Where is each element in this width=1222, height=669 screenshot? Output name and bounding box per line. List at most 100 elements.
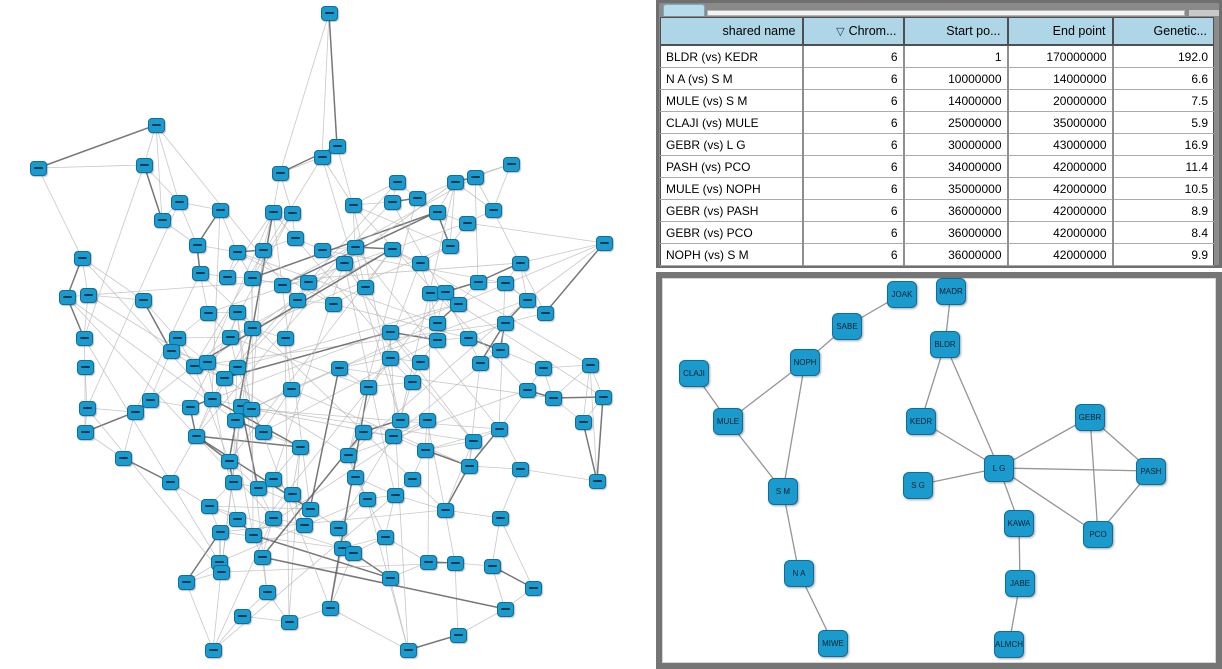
- network-node[interactable]: [73, 250, 91, 266]
- network-node[interactable]: [339, 447, 357, 463]
- network-edge[interactable]: [86, 407, 222, 573]
- network-node[interactable]: [181, 399, 199, 415]
- network-node[interactable]: [141, 392, 159, 408]
- network-node[interactable]: [135, 157, 153, 173]
- network-node[interactable]: [188, 237, 206, 253]
- column-header-start-position[interactable]: Start po...: [903, 17, 1009, 46]
- network-edge[interactable]: [37, 164, 145, 169]
- network-edge[interactable]: [998, 416, 1091, 469]
- network-node[interactable]: [496, 315, 514, 331]
- network-node[interactable]: [359, 379, 377, 395]
- network-node[interactable]: [344, 545, 362, 561]
- network-node-kedr[interactable]: KEDR: [906, 407, 936, 435]
- network-edge[interactable]: [250, 408, 500, 430]
- network-node[interactable]: [226, 412, 244, 428]
- network-node[interactable]: [588, 473, 606, 489]
- network-node[interactable]: [114, 450, 132, 466]
- network-node[interactable]: [282, 381, 300, 397]
- network-edge[interactable]: [444, 440, 474, 511]
- network-node[interactable]: [228, 304, 246, 320]
- network-edge[interactable]: [329, 552, 354, 609]
- panel-tab[interactable]: [663, 4, 705, 16]
- network-edge[interactable]: [582, 364, 591, 423]
- network-edge[interactable]: [343, 262, 396, 496]
- network-node[interactable]: [243, 320, 261, 336]
- cell-shared-name[interactable]: N A (vs) S M: [660, 67, 804, 90]
- network-edge[interactable]: [466, 222, 605, 244]
- cell-shared-name[interactable]: BLDR (vs) KEDR: [660, 45, 804, 68]
- network-node[interactable]: [147, 117, 165, 133]
- network-node[interactable]: [344, 197, 362, 213]
- network-node[interactable]: [301, 501, 319, 517]
- network-node[interactable]: [199, 305, 217, 321]
- network-edge[interactable]: [185, 581, 214, 651]
- network-node[interactable]: [215, 370, 233, 386]
- cell-value[interactable]: 6: [802, 67, 905, 90]
- network-node[interactable]: [436, 284, 454, 300]
- network-edge[interactable]: [449, 181, 456, 247]
- network-edge[interactable]: [343, 262, 391, 333]
- network-node[interactable]: [162, 343, 180, 359]
- table-row[interactable]: BLDR (vs) KEDR 6 1 170000000 192.0: [660, 45, 1214, 68]
- network-node-s-g[interactable]: S G: [903, 471, 933, 499]
- network-edge[interactable]: [582, 421, 598, 482]
- network-node[interactable]: [544, 390, 562, 406]
- network-node[interactable]: [518, 382, 536, 398]
- network-node[interactable]: [264, 471, 282, 487]
- network-node[interactable]: [258, 584, 276, 600]
- network-edge[interactable]: [87, 294, 144, 301]
- network-node[interactable]: [469, 274, 487, 290]
- cell-shared-name[interactable]: GEBR (vs) PCO: [660, 221, 804, 244]
- network-edge[interactable]: [193, 322, 506, 367]
- network-edge[interactable]: [169, 435, 197, 483]
- cell-value[interactable]: 42000000: [1007, 243, 1114, 266]
- network-node[interactable]: [524, 580, 542, 596]
- network-node[interactable]: [264, 510, 282, 526]
- cell-value[interactable]: 6.6: [1112, 67, 1214, 90]
- network-node[interactable]: [212, 564, 230, 580]
- network-node[interactable]: [161, 474, 179, 490]
- network-node[interactable]: [58, 289, 76, 305]
- network-node[interactable]: [511, 255, 529, 271]
- cell-value[interactable]: 25000000: [903, 111, 1009, 134]
- network-node-bldr[interactable]: BLDR: [930, 330, 960, 358]
- cell-value[interactable]: 36000000: [903, 243, 1009, 266]
- network-node[interactable]: [243, 270, 261, 286]
- network-node[interactable]: [249, 480, 267, 496]
- network-node-almch[interactable]: ALMCH: [994, 630, 1024, 658]
- network-edge[interactable]: [281, 176, 476, 286]
- column-header-chromosome[interactable]: ▽ Chrom...: [802, 17, 905, 46]
- network-node[interactable]: [464, 433, 482, 449]
- network-node[interactable]: [221, 329, 239, 345]
- network-node[interactable]: [220, 453, 238, 469]
- cell-value[interactable]: 9.9: [1112, 243, 1214, 266]
- cell-value[interactable]: 6: [802, 243, 905, 266]
- cell-value[interactable]: 6: [802, 45, 905, 68]
- network-node[interactable]: [534, 360, 552, 376]
- network-edge[interactable]: [240, 405, 474, 442]
- network-edge[interactable]: [236, 303, 459, 368]
- network-node[interactable]: [511, 461, 529, 477]
- network-node[interactable]: [381, 570, 399, 586]
- network-edge[interactable]: [321, 156, 354, 206]
- network-edge[interactable]: [143, 164, 163, 221]
- cell-value[interactable]: 34000000: [903, 155, 1009, 178]
- network-node[interactable]: [418, 412, 436, 428]
- network-node[interactable]: [321, 600, 339, 616]
- network-node-n-a[interactable]: N A: [784, 559, 814, 587]
- network-edge[interactable]: [457, 242, 605, 305]
- network-edge[interactable]: [347, 389, 528, 456]
- network-edge[interactable]: [155, 124, 180, 203]
- network-node[interactable]: [484, 202, 502, 218]
- network-edge[interactable]: [272, 211, 311, 510]
- table-row[interactable]: GEBR (vs) PASH 6 36000000 42000000 8.9: [660, 199, 1214, 222]
- network-node[interactable]: [491, 342, 509, 358]
- network-edge[interactable]: [212, 494, 396, 651]
- network-edge[interactable]: [185, 531, 221, 583]
- network-node[interactable]: [381, 350, 399, 366]
- network-node[interactable]: [330, 360, 348, 376]
- network-node-gebr[interactable]: GEBR: [1075, 403, 1105, 431]
- network-node[interactable]: [346, 239, 364, 255]
- network-node[interactable]: [228, 511, 246, 527]
- network-edge[interactable]: [284, 337, 290, 623]
